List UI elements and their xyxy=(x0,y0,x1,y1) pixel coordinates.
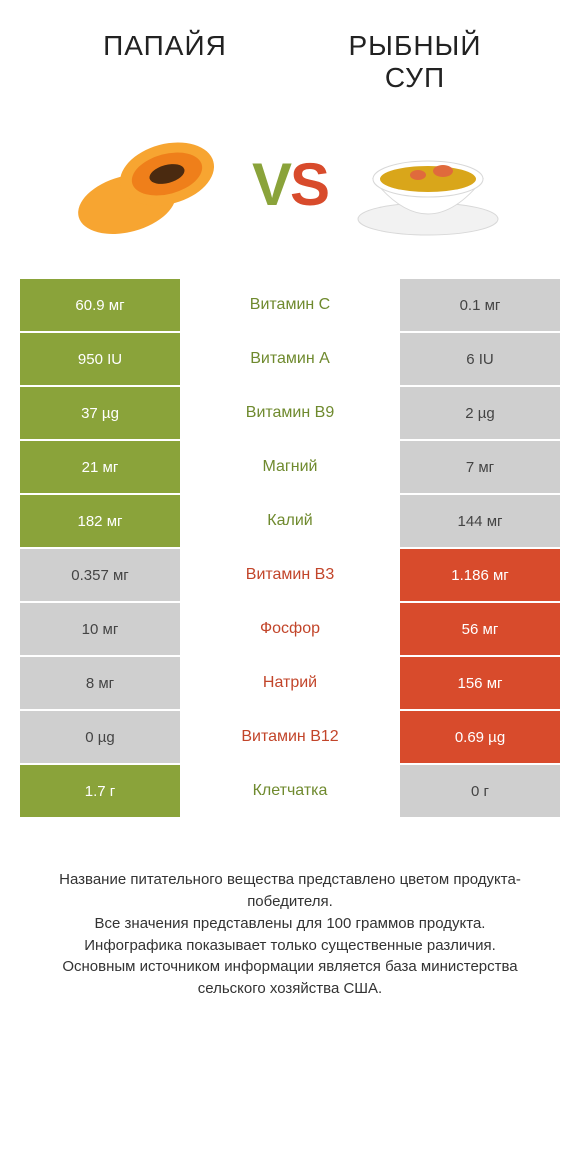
cell-right: 56 мг xyxy=(400,603,560,655)
cell-left: 0.357 мг xyxy=(20,549,180,601)
cell-left: 182 мг xyxy=(20,495,180,547)
table-row: 60.9 мгВитамин C0.1 мг xyxy=(20,279,560,333)
vs-label: VS xyxy=(252,150,328,219)
cell-right: 2 µg xyxy=(400,387,560,439)
cell-right: 0.1 мг xyxy=(400,279,560,331)
cell-right: 144 мг xyxy=(400,495,560,547)
table-row: 8 мгНатрий156 мг xyxy=(20,657,560,711)
soup-image xyxy=(348,119,508,249)
cell-left: 950 IU xyxy=(20,333,180,385)
footnote-line: Все значения представлены для 100 граммо… xyxy=(30,913,550,935)
vs-s: S xyxy=(290,151,328,218)
header: ПАПАЙЯ РЫБНЫЙ СУП xyxy=(0,0,580,109)
table-row: 0.357 мгВитамин B31.186 мг xyxy=(20,549,560,603)
comparison-table: 60.9 мгВитамин C0.1 мг950 IUВитамин A6 I… xyxy=(0,279,580,819)
cell-right: 156 мг xyxy=(400,657,560,709)
cell-right: 0 г xyxy=(400,765,560,817)
vs-v: V xyxy=(252,151,290,218)
header-right: РЫБНЫЙ СУП xyxy=(290,30,540,94)
cell-right: 1.186 мг xyxy=(400,549,560,601)
cell-right: 0.69 µg xyxy=(400,711,560,763)
cell-left: 21 мг xyxy=(20,441,180,493)
cell-left: 0 µg xyxy=(20,711,180,763)
soup-icon xyxy=(348,119,508,249)
cell-left: 1.7 г xyxy=(20,765,180,817)
header-left: ПАПАЙЯ xyxy=(40,30,290,94)
cell-left: 60.9 мг xyxy=(20,279,180,331)
papaya-image xyxy=(72,119,232,249)
table-row: 37 µgВитамин B92 µg xyxy=(20,387,560,441)
table-row: 182 мгКалий144 мг xyxy=(20,495,560,549)
cell-left: 37 µg xyxy=(20,387,180,439)
papaya-icon xyxy=(72,119,232,249)
table-row: 950 IUВитамин A6 IU xyxy=(20,333,560,387)
title-left: ПАПАЙЯ xyxy=(40,30,290,62)
cell-nutrient: Витамин B12 xyxy=(180,711,400,763)
table-row: 1.7 гКлетчатка0 г xyxy=(20,765,560,819)
footnote: Название питательного вещества представл… xyxy=(0,819,580,1000)
cell-right: 7 мг xyxy=(400,441,560,493)
cell-nutrient: Клетчатка xyxy=(180,765,400,817)
table-row: 0 µgВитамин B120.69 µg xyxy=(20,711,560,765)
footnote-line: Название питательного вещества представл… xyxy=(30,869,550,913)
cell-nutrient: Фосфор xyxy=(180,603,400,655)
table-row: 10 мгФосфор56 мг xyxy=(20,603,560,657)
cell-nutrient: Калий xyxy=(180,495,400,547)
table-row: 21 мгМагний7 мг xyxy=(20,441,560,495)
cell-nutrient: Магний xyxy=(180,441,400,493)
cell-nutrient: Витамин A xyxy=(180,333,400,385)
cell-left: 10 мг xyxy=(20,603,180,655)
footnote-line: Инфографика показывает только существенн… xyxy=(30,935,550,957)
title-right-line1: РЫБНЫЙ xyxy=(290,30,540,62)
cell-nutrient: Витамин C xyxy=(180,279,400,331)
cell-left: 8 мг xyxy=(20,657,180,709)
cell-nutrient: Витамин B9 xyxy=(180,387,400,439)
title-right-line2: СУП xyxy=(290,62,540,94)
cell-right: 6 IU xyxy=(400,333,560,385)
cell-nutrient: Витамин B3 xyxy=(180,549,400,601)
footnote-line: Основным источником информации является … xyxy=(30,956,550,1000)
images-row: VS xyxy=(0,109,580,279)
cell-nutrient: Натрий xyxy=(180,657,400,709)
